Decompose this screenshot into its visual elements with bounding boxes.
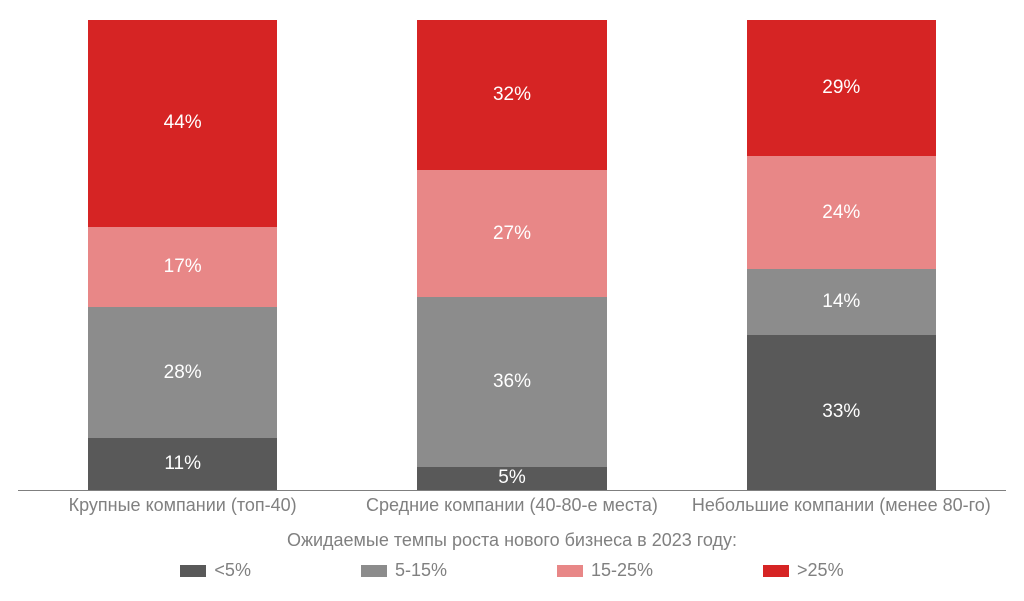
bar-segment: 11% xyxy=(88,438,277,490)
legend-item: 15-25% xyxy=(557,560,653,581)
legend-title: Ожидаемые темпы роста нового бизнеса в 2… xyxy=(0,530,1024,551)
legend: <5% 5-15% 15-25% >25% xyxy=(0,560,1024,581)
legend-swatch xyxy=(361,565,387,577)
bar-segment: 33% xyxy=(747,335,936,490)
stacked-bar: 33%14%24%29% xyxy=(747,20,936,490)
bar-segment: 36% xyxy=(417,297,606,466)
legend-swatch xyxy=(763,565,789,577)
bar-segment: 29% xyxy=(747,20,936,156)
bar-segment: 32% xyxy=(417,20,606,170)
bar-segment: 24% xyxy=(747,156,936,269)
bar-segment: 44% xyxy=(88,20,277,227)
x-axis-label: Средние компании (40-80-е места) xyxy=(349,495,675,516)
legend-label: <5% xyxy=(214,560,251,581)
x-axis-label: Крупные компании (топ-40) xyxy=(20,495,346,516)
stacked-bar-chart: 11%28%17%44% 5%36%27%32% 33%14%24%29% Круп… xyxy=(0,0,1024,601)
plot-area: 11%28%17%44% 5%36%27%32% 33%14%24%29% xyxy=(18,20,1006,491)
bar-segment: 5% xyxy=(417,467,606,491)
legend-item: 5-15% xyxy=(361,560,447,581)
legend-label: >25% xyxy=(797,560,844,581)
legend-item: <5% xyxy=(180,560,251,581)
legend-swatch xyxy=(557,565,583,577)
bar-segment: 27% xyxy=(417,170,606,297)
bar-segment: 28% xyxy=(88,307,277,439)
x-axis-labels: Крупные компании (топ-40)Средние компани… xyxy=(18,495,1006,516)
x-axis-label: Небольшие компании (менее 80-го) xyxy=(678,495,1004,516)
bar-segment: 14% xyxy=(747,269,936,335)
bar-segment: 17% xyxy=(88,227,277,307)
stacked-bar: 5%36%27%32% xyxy=(417,20,606,490)
bar-column: 11%28%17%44% xyxy=(20,20,346,490)
legend-label: 5-15% xyxy=(395,560,447,581)
stacked-bar: 11%28%17%44% xyxy=(88,20,277,490)
bar-column: 5%36%27%32% xyxy=(349,20,675,490)
legend-item: >25% xyxy=(763,560,844,581)
bar-column: 33%14%24%29% xyxy=(678,20,1004,490)
legend-swatch xyxy=(180,565,206,577)
legend-label: 15-25% xyxy=(591,560,653,581)
